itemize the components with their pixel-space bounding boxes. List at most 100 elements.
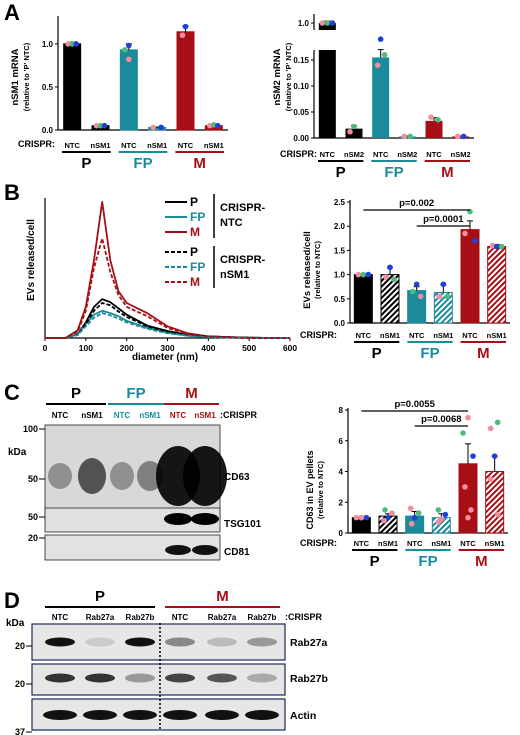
a1-point bbox=[97, 122, 104, 129]
panel-letter-c: C bbox=[4, 380, 20, 405]
a2-point bbox=[401, 133, 408, 140]
a2-ytick-label: 0.00 bbox=[293, 134, 309, 143]
c2-sig-p1: p=0.0055 bbox=[394, 399, 435, 410]
a2-group-label: FP bbox=[384, 164, 403, 180]
c-band-label: TSG101 bbox=[224, 519, 262, 530]
d-group-label: M bbox=[216, 588, 229, 605]
b2-bar-label: nSM1 bbox=[487, 331, 507, 340]
a2-bar-label: nSM2 bbox=[344, 150, 364, 159]
b1-series-line bbox=[45, 201, 290, 339]
a2-point bbox=[377, 36, 384, 42]
b1-xtick-label: 0 bbox=[43, 343, 48, 353]
c2-point bbox=[494, 511, 501, 518]
d-marker-label: 20 bbox=[15, 641, 25, 651]
c-marker-label: 100 bbox=[23, 424, 38, 434]
c-lane-label: nSM1 bbox=[194, 411, 216, 420]
b1-legend-label: M bbox=[190, 275, 200, 289]
c2-point bbox=[381, 517, 387, 524]
c-blot-box bbox=[44, 534, 221, 561]
b2-group-label: P bbox=[372, 345, 382, 362]
c2-bar bbox=[458, 463, 478, 534]
c-lane-label: nSM1 bbox=[81, 411, 103, 420]
panel-c-western-blot: P FP M NTC nSM1 NTC nSM1 NTC nSM1:CRISPR kDa 100… bbox=[8, 385, 262, 561]
d-rab27b-band bbox=[125, 673, 155, 683]
d-rab27a-band bbox=[247, 637, 277, 647]
a1-point bbox=[215, 122, 221, 129]
b1-xtick-label: 200 bbox=[120, 343, 134, 353]
c2-bar-label: NTC bbox=[407, 539, 423, 548]
c2-group-label: M bbox=[475, 553, 488, 570]
a1-bar-label: NTC bbox=[64, 141, 80, 150]
c-cd81-band bbox=[165, 545, 191, 555]
c2-point bbox=[358, 514, 365, 521]
c2-ytick-label: 0 bbox=[339, 529, 344, 538]
d-band-label: Actin bbox=[290, 710, 316, 722]
b2-bar-label: nSM1 bbox=[433, 331, 453, 340]
c2-point bbox=[407, 505, 414, 512]
b2-point bbox=[413, 281, 420, 288]
b2-ylabel2: (relative to NTC) bbox=[313, 241, 322, 299]
c-tsg101-band bbox=[191, 513, 219, 525]
d-actin-band bbox=[83, 710, 117, 720]
c2-point bbox=[487, 425, 494, 432]
c2-point bbox=[465, 514, 471, 521]
a2-bar bbox=[345, 128, 363, 138]
a2-point bbox=[381, 52, 388, 58]
c-band-label: CD63 bbox=[224, 472, 250, 483]
c2-ytick-label: 4 bbox=[339, 468, 344, 477]
a1-ylabel: nSM1 mRNA bbox=[10, 48, 21, 105]
c2-point bbox=[494, 419, 501, 426]
c-marker-label: 20 bbox=[28, 533, 38, 543]
b2-bar bbox=[380, 274, 400, 324]
b2-ytick-label: 1.5 bbox=[334, 246, 346, 255]
b1-legend-group2: CRISPR- bbox=[220, 254, 266, 266]
a2-point bbox=[374, 62, 381, 68]
b2-point bbox=[360, 271, 367, 278]
a2-bar-label: NTC bbox=[373, 150, 389, 159]
c2-bar-label: NTC bbox=[354, 539, 370, 548]
a2-ytick-label: 0.10 bbox=[293, 82, 309, 91]
d-band-label: Rab27a bbox=[290, 637, 328, 649]
b2-point bbox=[498, 243, 505, 250]
panel-letter-a: A bbox=[4, 0, 20, 25]
c2-point bbox=[382, 507, 388, 513]
a2-point bbox=[324, 20, 331, 26]
b1-legend-label: P bbox=[190, 245, 198, 259]
a1-point bbox=[122, 47, 128, 53]
d-lane-label: NTC bbox=[52, 613, 69, 622]
b2-bar bbox=[353, 274, 373, 324]
d-rab27b-band bbox=[165, 673, 195, 683]
a1-ytick-label: 0.5 bbox=[42, 83, 54, 92]
a2-point bbox=[435, 117, 441, 123]
d-actin-band bbox=[123, 710, 157, 720]
a1-bar-label: NTC bbox=[121, 141, 137, 150]
a1-point bbox=[69, 41, 75, 47]
a2-point bbox=[428, 114, 434, 120]
b2-ytick-label: 0.5 bbox=[334, 295, 346, 304]
c2-point bbox=[353, 514, 360, 521]
d-rab27a-band bbox=[85, 637, 115, 647]
d-rab27b-band bbox=[85, 673, 115, 683]
a1-point bbox=[158, 124, 164, 131]
d-band-label: Rab27b bbox=[290, 673, 328, 685]
c2-point bbox=[415, 510, 422, 516]
a2-point bbox=[407, 133, 414, 140]
a2-bar-label: nSM2 bbox=[397, 150, 417, 159]
b1-legend-label: FP bbox=[190, 260, 205, 274]
c-marker-label: 50 bbox=[28, 512, 38, 522]
b2-ylabel: EVs released/cell bbox=[302, 231, 313, 309]
panel-a-nsm2-chart: nSM2 mRNA (relative to 'P' NTC) 0.00 0.05… bbox=[272, 14, 474, 180]
b2-point bbox=[383, 274, 389, 280]
b2-point bbox=[391, 276, 397, 283]
b2-sig-p2: p=0.0001 bbox=[423, 214, 464, 225]
c2-ylabel: CD63 in EV pellets bbox=[305, 450, 315, 529]
a1-point bbox=[150, 124, 156, 131]
a1-ytick-label: 1.0 bbox=[42, 40, 54, 49]
a2-bar bbox=[452, 136, 470, 138]
b2-point bbox=[444, 293, 451, 300]
panel-c-bar-chart: CD63 in EV pellets (relative to NTC) 0 2 4… bbox=[300, 399, 508, 570]
a1-point bbox=[182, 23, 189, 30]
d-rab27a-band bbox=[125, 637, 155, 647]
d-lane-label: Rab27b bbox=[126, 613, 155, 622]
